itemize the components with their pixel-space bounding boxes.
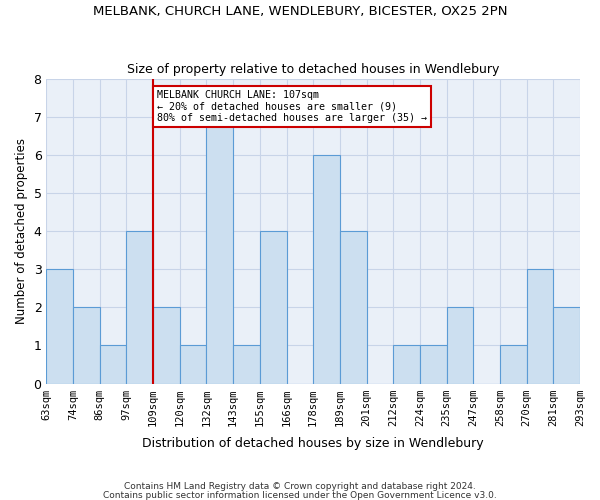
- Bar: [73, 308, 100, 384]
- Text: MELBANK CHURCH LANE: 107sqm
← 20% of detached houses are smaller (9)
80% of semi: MELBANK CHURCH LANE: 107sqm ← 20% of det…: [157, 90, 427, 123]
- Bar: [340, 231, 367, 384]
- Title: Size of property relative to detached houses in Wendlebury: Size of property relative to detached ho…: [127, 63, 499, 76]
- Bar: [127, 231, 153, 384]
- Bar: [393, 346, 420, 384]
- Bar: [153, 308, 180, 384]
- Text: MELBANK, CHURCH LANE, WENDLEBURY, BICESTER, OX25 2PN: MELBANK, CHURCH LANE, WENDLEBURY, BICEST…: [93, 5, 507, 18]
- Bar: [260, 231, 287, 384]
- Bar: [313, 155, 340, 384]
- Bar: [100, 346, 127, 384]
- Y-axis label: Number of detached properties: Number of detached properties: [15, 138, 28, 324]
- Bar: [500, 346, 527, 384]
- Text: Contains HM Land Registry data © Crown copyright and database right 2024.: Contains HM Land Registry data © Crown c…: [124, 482, 476, 491]
- Bar: [420, 346, 446, 384]
- Bar: [553, 308, 580, 384]
- Bar: [527, 269, 553, 384]
- Bar: [46, 269, 73, 384]
- Bar: [233, 346, 260, 384]
- Bar: [446, 308, 473, 384]
- Text: Contains public sector information licensed under the Open Government Licence v3: Contains public sector information licen…: [103, 491, 497, 500]
- Bar: [180, 346, 206, 384]
- X-axis label: Distribution of detached houses by size in Wendlebury: Distribution of detached houses by size …: [142, 437, 484, 450]
- Bar: [206, 116, 233, 384]
